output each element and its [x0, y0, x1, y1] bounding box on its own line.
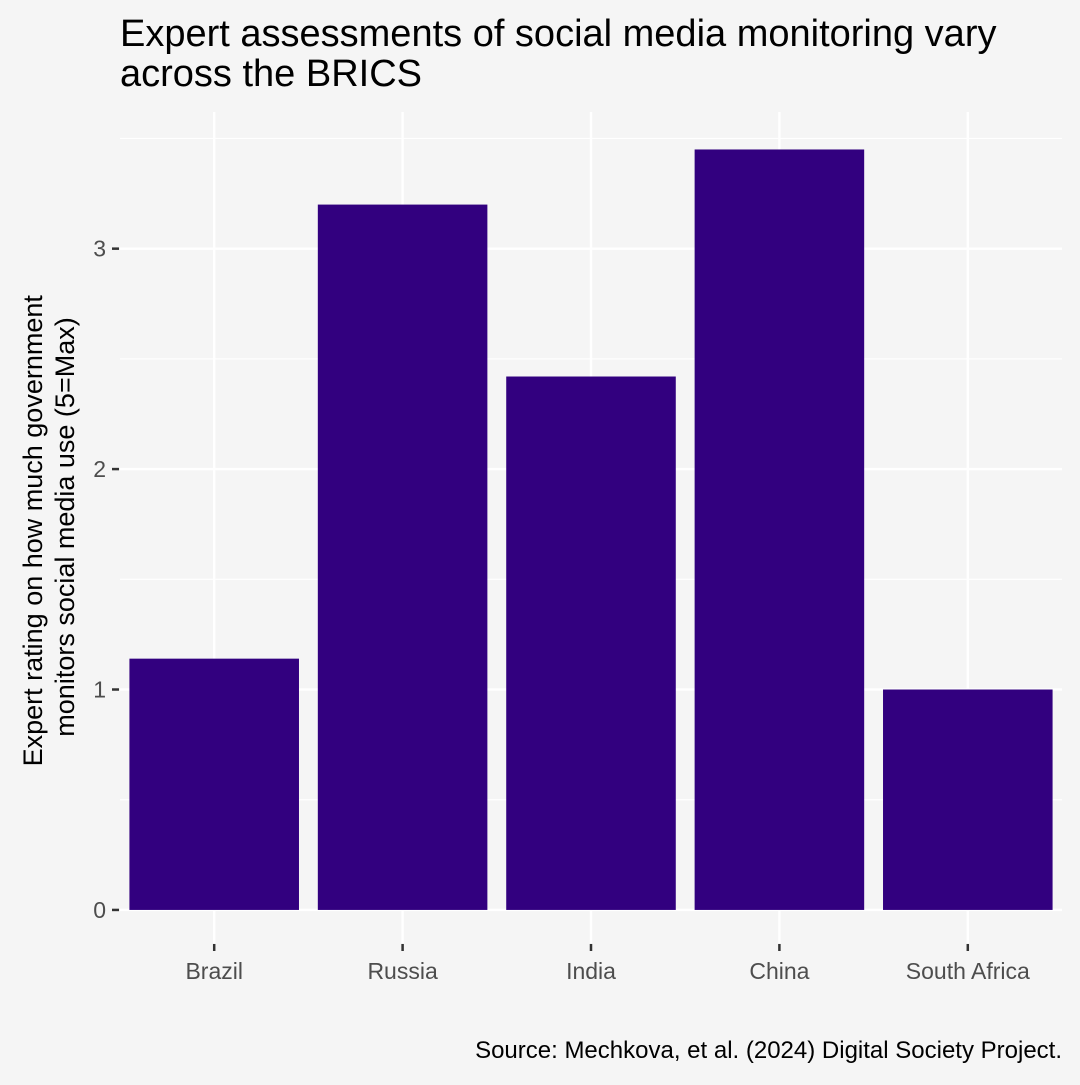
- chart-caption: Source: Mechkova, et al. (2024) Digital …: [475, 1037, 1062, 1064]
- y-tick-label: 3: [93, 236, 106, 262]
- y-tick-label: 1: [93, 677, 106, 703]
- x-tick-label: Russia: [367, 958, 438, 984]
- bar-china: [694, 149, 865, 910]
- bars: [129, 149, 1053, 910]
- x-axis: Brazil Russia India China South Africa: [185, 944, 1030, 984]
- y-axis-label: Expert rating on how much government mon…: [18, 288, 80, 767]
- y-axis-label-line-1: Expert rating on how much government: [18, 295, 48, 767]
- chart-title-line-2: across the BRICS: [120, 53, 422, 95]
- x-tick-label: India: [566, 958, 616, 984]
- y-axis-label-line-2: monitors social media use (5=Max): [50, 317, 80, 736]
- y-axis: 0 1 2 3: [93, 236, 119, 923]
- x-tick-label: Brazil: [185, 958, 243, 984]
- x-tick-label: China: [749, 958, 809, 984]
- bar-russia: [317, 204, 488, 910]
- bar-india: [506, 376, 676, 910]
- x-tick-label: South Africa: [906, 958, 1030, 984]
- bar-south-africa: [883, 689, 1053, 910]
- chart-title: Expert assessments of social media monit…: [120, 13, 1007, 95]
- y-tick-label: 0: [93, 897, 106, 923]
- chart-title-line-1: Expert assessments of social media monit…: [120, 13, 996, 55]
- bar-brazil: [129, 658, 299, 910]
- y-tick-label: 2: [93, 456, 106, 482]
